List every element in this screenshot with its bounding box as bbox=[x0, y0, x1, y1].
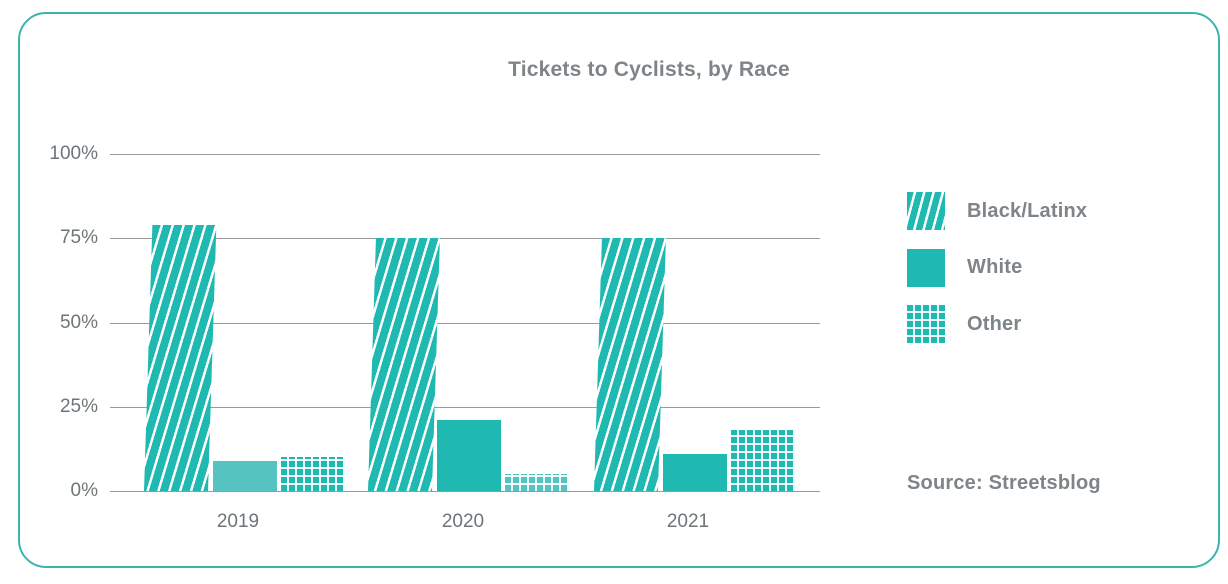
bar-2020-white bbox=[436, 420, 501, 491]
legend-swatch-solid bbox=[907, 248, 945, 287]
plot-area: 100% 75% 50% 25% 0% bbox=[49, 143, 820, 501]
gridline-50% bbox=[110, 322, 820, 324]
x-axis-label-2020: 2020 bbox=[441, 511, 485, 532]
y-tick-label: 50% bbox=[59, 311, 98, 333]
y-tick-label: 100% bbox=[49, 143, 98, 164]
x-axis-label-2019: 2019 bbox=[216, 511, 260, 532]
legend-swatch-grid bbox=[907, 305, 945, 343]
legend-label: White bbox=[967, 256, 1023, 278]
x-axis-label-2021: 2021 bbox=[666, 511, 710, 532]
y-tick-label: 0% bbox=[70, 480, 98, 501]
source-credit: Source: Streetsblog bbox=[907, 472, 1101, 494]
bar-2021-white bbox=[662, 453, 727, 491]
legend-item-other: Other bbox=[907, 305, 1087, 343]
bar-2019-other bbox=[281, 457, 345, 491]
gridline-25% bbox=[110, 406, 820, 408]
bar-2019-black-latinx bbox=[144, 224, 217, 491]
y-tick-label: 75% bbox=[59, 227, 98, 249]
gridline-0% bbox=[110, 491, 820, 492]
bar-2020-black-latinx bbox=[368, 238, 440, 491]
legend-label: Other bbox=[967, 312, 1022, 335]
chart-card: Tickets to Cyclists, by Race 100% 75% 50% 2… bbox=[18, 12, 1220, 568]
legend-label: Black/Latinx bbox=[967, 199, 1088, 222]
bar-2021-other bbox=[731, 430, 795, 491]
legend-item-black-latinx: Black/Latinx bbox=[907, 192, 1087, 230]
legend-swatch-diagonal-stripes bbox=[907, 192, 945, 230]
chart-title: Tickets to Cyclists, by Race bbox=[508, 58, 790, 81]
bar-2021-black-latinx bbox=[594, 238, 666, 491]
gridline-100% bbox=[110, 154, 820, 155]
legend-item-white: White bbox=[907, 248, 1087, 287]
legend: Black/Latinx White Other bbox=[907, 192, 1087, 362]
bar-2019-white bbox=[212, 460, 277, 491]
bar-2020-other bbox=[505, 474, 569, 491]
gridline-75% bbox=[110, 238, 820, 240]
y-tick-label: 25% bbox=[59, 395, 98, 417]
